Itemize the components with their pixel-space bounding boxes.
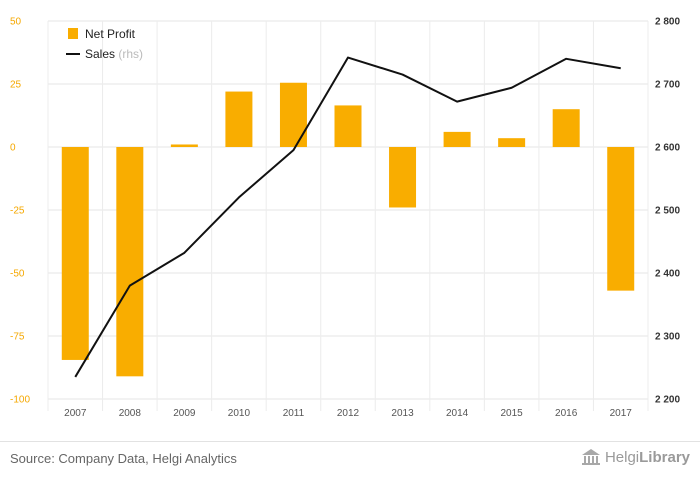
y-left-tick-label: -50 — [10, 269, 25, 280]
y-right-tick-label: 2 500 — [655, 206, 680, 217]
net-profit-bar — [552, 109, 580, 147]
source-note: Source: Company Data, Helgi Analytics — [10, 451, 237, 466]
net-profit-bar — [279, 82, 307, 147]
legend: Net Profit Sales (rhs) — [66, 27, 143, 61]
line-layer — [74, 56, 621, 378]
y-left-tick-label: 50 — [10, 17, 22, 28]
net-profit-bar — [170, 144, 198, 147]
chart-svg: 50 25 0 -25 -50 -75 -100 2 800 2 700 2 600 2 500 2 … — [10, 17, 680, 420]
legend-label-sales: Sales (rhs) — [85, 47, 143, 61]
legend-sales-name: Sales — [85, 47, 115, 61]
net-profit-bar — [116, 147, 144, 377]
y-right-tick-label: 2 800 — [655, 17, 680, 28]
x-tick-label: 2013 — [391, 408, 414, 419]
y-left-tick-label: 25 — [10, 80, 22, 91]
x-tick-label: 2010 — [228, 408, 251, 419]
x-tick-label: 2009 — [173, 408, 196, 419]
x-tick-label: 2014 — [446, 408, 469, 419]
legend-sales-note: (rhs) — [118, 47, 143, 61]
library-building-icon — [581, 449, 600, 465]
net-profit-bar — [498, 138, 526, 147]
y-left-tick-label: -100 — [10, 395, 30, 406]
legend-swatch-net-profit — [68, 28, 78, 39]
helgi-library-logo[interactable]: HelgiLibrary — [581, 448, 690, 466]
logo-suffix: Library — [639, 448, 690, 466]
y-right-tick-label: 2 200 — [655, 395, 680, 406]
axis-layer: 50 25 0 -25 -50 -75 -100 2 800 2 700 2 600 2 500 2 … — [10, 17, 680, 420]
sales-line — [74, 56, 621, 378]
x-tick-label: 2011 — [283, 408, 305, 419]
x-tick-label: 2007 — [64, 408, 87, 419]
x-tick-label: 2016 — [555, 408, 578, 419]
net-profit-bar — [443, 131, 471, 147]
y-left-tick-label: -75 — [10, 332, 25, 343]
grid-layer — [47, 20, 649, 411]
y-right-tick-label: 2 300 — [655, 332, 680, 343]
net-profit-bar — [225, 91, 253, 147]
x-tick-label: 2015 — [501, 408, 524, 419]
x-tick-label: 2008 — [119, 408, 142, 419]
net-profit-bar — [334, 105, 362, 147]
net-profit-bar — [607, 147, 635, 291]
y-right-tick-label: 2 400 — [655, 269, 680, 280]
net-profit-bar — [61, 147, 89, 360]
x-tick-label: 2012 — [337, 408, 360, 419]
y-left-tick-label: 0 — [10, 143, 16, 154]
net-profit-bar — [389, 147, 417, 208]
legend-label-net-profit: Net Profit — [85, 27, 136, 41]
y-left-tick-label: -25 — [10, 206, 25, 217]
footer-divider — [0, 441, 700, 442]
logo-prefix: Helgi — [604, 448, 640, 466]
bar-layer — [61, 82, 635, 377]
logo-wordmark: HelgiLibrary — [605, 449, 690, 466]
y-right-tick-label: 2 700 — [655, 80, 680, 91]
y-right-tick-label: 2 600 — [655, 143, 680, 154]
x-tick-label: 2017 — [610, 408, 633, 419]
